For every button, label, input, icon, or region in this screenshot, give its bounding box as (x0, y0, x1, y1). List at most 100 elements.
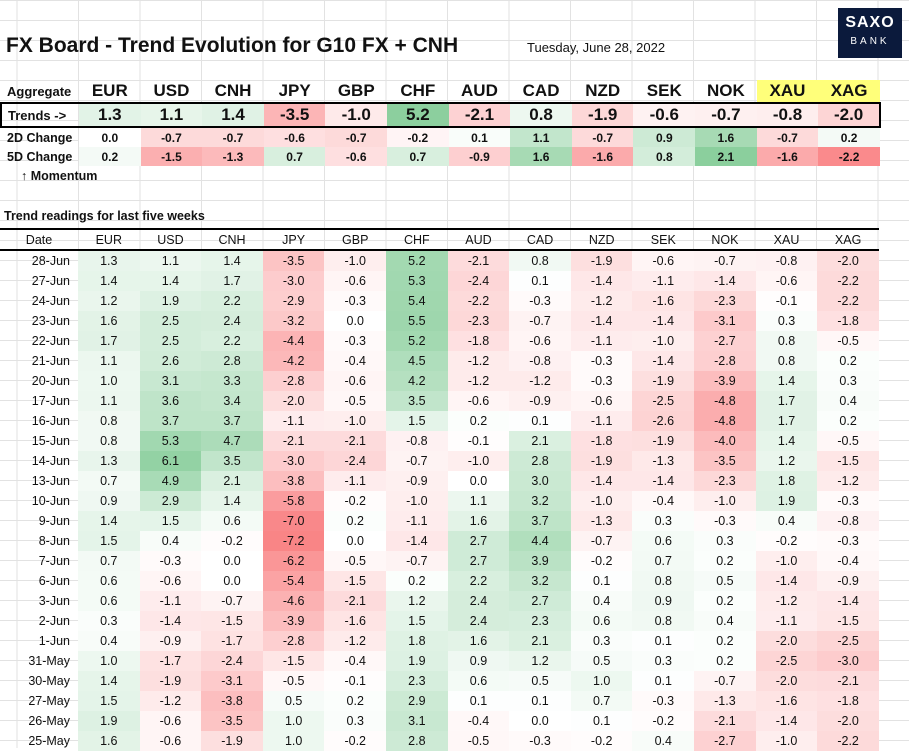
history-header-xag: XAG (817, 228, 879, 251)
trend-cell-eur: 0.9 (78, 491, 140, 511)
trend-cell-eur: 0.7 (78, 471, 140, 491)
trend-cell-aud: 0.1 (447, 691, 510, 711)
trend-cell-cnh: 4.7 (201, 431, 263, 451)
trend-cell-usd: -0.6 (139, 731, 202, 751)
5d-change-row: 5D Change 0.2 -1.5 -1.3 0.7 -0.6 0.7 -0.9 1.6 -1.… (1, 147, 880, 166)
trend-cell-xau: -1.0 (755, 731, 818, 751)
trend-cell-sek: -1.9 (632, 431, 695, 451)
trend-cell-chf: -1.1 (386, 511, 448, 531)
currency-header-chf: CHF (400, 81, 436, 100)
trend-cell-cad: 2.7 (509, 591, 571, 611)
trend-value-nzd: -1.9 (571, 102, 634, 128)
currency-header-xag: XAG (818, 80, 880, 103)
trend-cell-cad: 3.7 (509, 511, 571, 531)
trend-cell-nzd: -1.9 (570, 451, 633, 471)
trend-cell-xau: 1.4 (755, 371, 818, 391)
trend-value-eur: 1.3 (79, 102, 141, 128)
trend-cell-nok: -3.9 (694, 371, 756, 391)
table-row: 2-Jun 0.3 -1.4 -1.5 -3.9 -1.6 1.5 2.4 2.3 0.6 0.8 0… (0, 611, 879, 631)
trend-cell-cad: 2.1 (509, 431, 571, 451)
trend-cell-gbp: 0.0 (324, 531, 387, 551)
trend-cell-aud: 0.6 (447, 671, 510, 691)
row-date: 2-Jun (38, 614, 70, 628)
trend-cell-xag: -0.4 (817, 551, 879, 571)
trend-cell-cnh: -3.5 (201, 711, 263, 731)
trend-cell-jpy: -5.8 (262, 491, 325, 511)
trend-cell-usd: 2.9 (139, 491, 202, 511)
aggregate-table: Aggregate EUR USD CNH JPY GBP CHF AUD CAD NZD SEK N… (0, 80, 881, 186)
currency-header-usd: USD (153, 81, 190, 100)
5d-change-sek: 0.8 (633, 147, 696, 166)
trend-cell-gbp: -0.5 (324, 551, 387, 571)
trend-cell-nzd: 1.0 (570, 671, 633, 691)
trend-cell-nzd: -0.2 (570, 731, 633, 751)
2d-change-usd: -0.7 (140, 127, 203, 147)
table-row: 23-Jun 1.6 2.5 2.4 -3.2 0.0 5.5 -2.3 -0.7 -1.4 -1.… (0, 311, 879, 331)
trend-cell-usd: 3.7 (139, 411, 202, 431)
trend-cell-gbp: -0.5 (324, 391, 387, 411)
trend-cell-xau: -0.6 (755, 271, 818, 291)
trend-cell-cad: 1.2 (509, 651, 571, 671)
table-row: 26-May 1.9 -0.6 -3.5 1.0 0.3 3.1 -0.4 0.0 0.1 -0.2… (0, 711, 879, 731)
table-row: 22-Jun 1.7 2.5 2.2 -4.4 -0.3 5.2 -1.8 -0.6 -1.1 -1… (0, 331, 879, 351)
trend-cell-eur: 1.2 (78, 291, 140, 311)
currency-header-nok: NOK (707, 81, 745, 100)
trend-cell-xag: -1.5 (817, 611, 879, 631)
trend-cell-cad: 2.8 (509, 451, 571, 471)
trend-cell-xag: 0.4 (817, 391, 879, 411)
trend-cell-chf: -1.0 (386, 491, 448, 511)
trend-cell-aud: -1.2 (447, 351, 510, 371)
trend-cell-sek: -2.6 (632, 411, 695, 431)
trend-value-jpy: -3.5 (263, 102, 326, 128)
trend-cell-xau: -1.0 (755, 551, 818, 571)
trend-cell-aud: 1.6 (447, 511, 510, 531)
5d-change-label: 5D Change (7, 149, 73, 164)
trend-cell-eur: 1.5 (78, 531, 140, 551)
trend-cell-xag: 0.2 (817, 351, 879, 371)
trend-cell-xag: -2.0 (817, 250, 879, 271)
row-date: 10-Jun (31, 494, 70, 508)
currency-header-gbp: GBP (337, 81, 375, 100)
trend-cell-jpy: -1.1 (262, 411, 325, 431)
trend-cell-nok: -1.4 (694, 271, 756, 291)
table-row: 25-May 1.6 -0.6 -1.9 1.0 -0.2 2.8 -0.5 -0.3 -0.2 0… (0, 731, 879, 751)
trend-cell-sek: 0.9 (632, 591, 695, 611)
trend-cell-jpy: -7.0 (262, 511, 325, 531)
trend-cell-jpy: -2.8 (262, 631, 325, 651)
trend-value-gbp: -1.0 (325, 102, 388, 128)
5d-change-nok: 2.1 (695, 147, 757, 166)
trend-cell-jpy: 0.5 (262, 691, 325, 711)
trend-cell-cad: 4.4 (509, 531, 571, 551)
5d-change-cad: 1.6 (510, 147, 572, 166)
currency-header-xau: XAU (756, 80, 819, 103)
trend-cell-chf: -1.4 (386, 531, 448, 551)
trend-cell-gbp: 0.2 (324, 691, 387, 711)
trend-cell-eur: 1.1 (78, 391, 140, 411)
trend-cell-xau: 1.7 (755, 391, 818, 411)
trend-cell-chf: 2.3 (386, 671, 448, 691)
table-row: 3-Jun 0.6 -1.1 -0.7 -4.6 -2.1 1.2 2.4 2.7 0.4 0.9 0… (0, 591, 879, 611)
table-row: 28-Jun 1.3 1.1 1.4 -3.5 -1.0 5.2 -2.1 0.8 -1.9 -0.… (0, 250, 879, 271)
trend-value-cnh: 1.4 (202, 102, 264, 128)
trend-cell-chf: 3.5 (386, 391, 448, 411)
trend-cell-xau: -2.0 (755, 631, 818, 651)
trend-cell-nzd: -1.1 (570, 411, 633, 431)
trend-cell-xag: 0.2 (817, 411, 879, 431)
trend-cell-nok: 0.2 (694, 631, 756, 651)
trend-cell-nok: -4.8 (694, 411, 756, 431)
trend-cell-gbp: -1.6 (324, 611, 387, 631)
trend-cell-xag: -2.5 (817, 631, 879, 651)
trend-cell-chf: 5.3 (386, 271, 448, 291)
trend-cell-xau: -1.2 (755, 591, 818, 611)
trend-cell-aud: 0.9 (447, 651, 510, 671)
trend-cell-jpy: -3.8 (262, 471, 325, 491)
trend-cell-eur: 1.3 (78, 250, 140, 271)
trend-cell-xau: 0.3 (755, 311, 818, 331)
trend-cell-cad: 3.0 (509, 471, 571, 491)
2d-change-nok: 1.6 (695, 127, 757, 147)
trend-cell-nzd: -1.0 (570, 491, 633, 511)
trend-cell-cad: 2.1 (509, 631, 571, 651)
trend-cell-gbp: 0.2 (324, 511, 387, 531)
trend-cell-sek: 0.8 (632, 611, 695, 631)
row-date: 9-Jun (38, 514, 70, 528)
